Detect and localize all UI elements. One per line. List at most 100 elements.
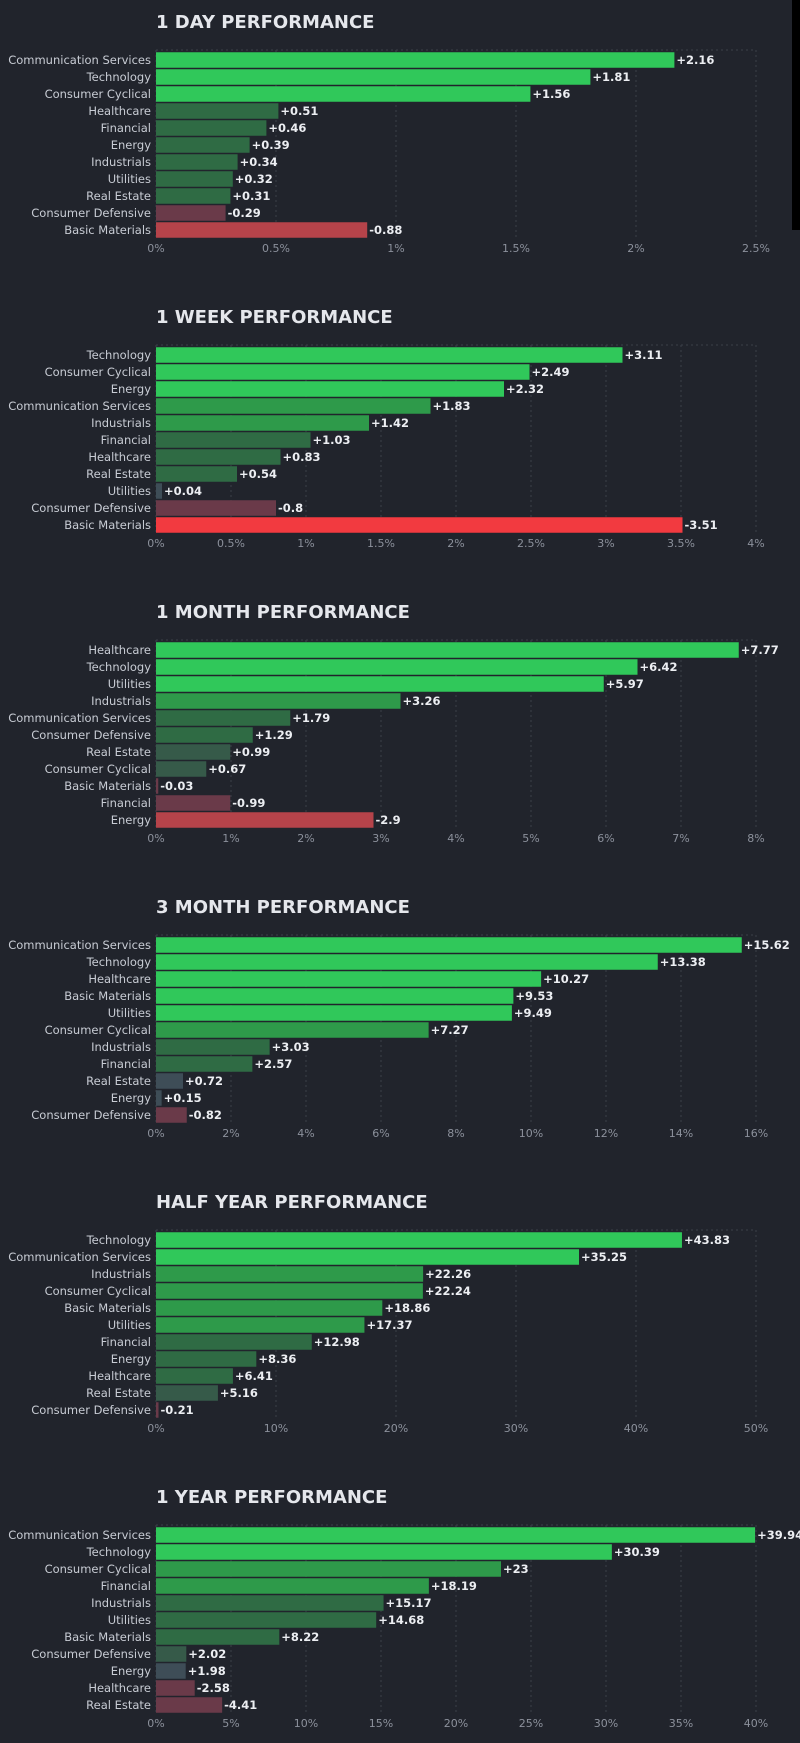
- 1-year-performance-value-technology: +30.39: [614, 1545, 660, 1559]
- 1-year-performance-bar-technology: [156, 1544, 612, 1560]
- 1-week-performance-value-utilities: +0.04: [164, 484, 202, 498]
- 1-year-performance-value-energy: +1.98: [188, 1664, 226, 1678]
- 3-month-performance-category-communication-services: Communication Services: [8, 938, 151, 952]
- 1-year-performance-bar-energy: [156, 1663, 186, 1679]
- 1-year-performance-tick-label-5: 25%: [519, 1717, 543, 1730]
- 3-month-performance-bar-industrials: [156, 1039, 270, 1055]
- 1-day-performance-bar-basic-materials: [156, 222, 368, 238]
- 1-week-performance-category-consumer-cyclical: Consumer Cyclical: [45, 365, 151, 379]
- 1-day-performance-category-consumer-cyclical: Consumer Cyclical: [45, 87, 151, 101]
- 1-day-performance-tick-label-0: 0%: [147, 242, 164, 255]
- 1-day-performance-value-consumer-cyclical: +1.56: [532, 87, 570, 101]
- 1-year-performance-bar-consumer-cyclical: [156, 1561, 501, 1577]
- 1-day-performance-tick-label-1: 0.5%: [262, 242, 290, 255]
- 1-day-performance-bar-technology: [156, 69, 591, 85]
- 1-day-performance-category-consumer-defensive: Consumer Defensive: [31, 206, 151, 220]
- 3-month-performance-value-financial: +2.57: [254, 1057, 292, 1071]
- 3-month-performance-tick-label-2: 4%: [297, 1127, 314, 1140]
- 1-year-performance-tick-label-0: 0%: [147, 1717, 164, 1730]
- 1-year-performance-tick-label-6: 30%: [594, 1717, 618, 1730]
- 1-month-performance-value-healthcare: +7.77: [741, 643, 779, 657]
- 3-month-performance-bar-utilities: [156, 1005, 512, 1021]
- 1-year-performance-tick-label-8: 40%: [744, 1717, 768, 1730]
- 1-month-performance-value-industrials: +3.26: [403, 694, 441, 708]
- 1-year-performance-tick-label-3: 15%: [369, 1717, 393, 1730]
- 1-week-performance-tick-label-6: 3%: [597, 537, 614, 550]
- half-year-performance-tick-label-2: 20%: [384, 1422, 408, 1435]
- 1-year-performance-value-industrials: +15.17: [386, 1596, 432, 1610]
- 1-month-performance-bar-utilities: [156, 676, 604, 692]
- 1-month-performance-bar-basic-materials: [156, 778, 159, 794]
- 1-week-performance-category-real-estate: Real Estate: [86, 467, 151, 481]
- 3-month-performance-tick-label-6: 12%: [594, 1127, 618, 1140]
- 3-month-performance-category-industrials: Industrials: [91, 1040, 151, 1054]
- half-year-performance-value-communication-services: +35.25: [581, 1250, 627, 1264]
- 3-month-performance-category-real-estate: Real Estate: [86, 1074, 151, 1088]
- 1-day-performance-value-real-estate: +0.31: [232, 189, 270, 203]
- 3-month-performance-bar-consumer-defensive: [156, 1107, 187, 1123]
- 3-month-performance-bar-real-estate: [156, 1073, 183, 1089]
- 1-month-performance-category-communication-services: Communication Services: [8, 711, 151, 725]
- 1-year-performance-value-consumer-cyclical: +23: [503, 1562, 529, 1576]
- 1-month-performance-tick-label-6: 6%: [597, 832, 614, 845]
- 1-year-performance-category-basic-materials: Basic Materials: [64, 1630, 151, 1644]
- 1-month-performance-tick-label-0: 0%: [147, 832, 164, 845]
- 3-month-performance-value-real-estate: +0.72: [185, 1074, 223, 1088]
- 1-week-performance-bar-industrials: [156, 415, 369, 431]
- 1-week-performance-bar-real-estate: [156, 466, 237, 482]
- 1-week-performance-value-basic-materials: -3.51: [685, 518, 718, 532]
- 1-day-performance-value-financial: +0.46: [268, 121, 306, 135]
- 3-month-performance-tick-label-0: 0%: [147, 1127, 164, 1140]
- 3-month-performance-value-utilities: +9.49: [514, 1006, 552, 1020]
- 1-year-performance-tick-label-4: 20%: [444, 1717, 468, 1730]
- 1-year-performance-value-utilities: +14.68: [378, 1613, 424, 1627]
- 1-month-performance-tick-label-8: 8%: [747, 832, 764, 845]
- 1-week-performance-tick-label-7: 3.5%: [667, 537, 695, 550]
- 3-month-performance-category-utilities: Utilities: [108, 1006, 151, 1020]
- 1-year-performance-bar-basic-materials: [156, 1629, 280, 1645]
- half-year-performance-title: HALF YEAR PERFORMANCE: [156, 1192, 428, 1213]
- half-year-performance-category-consumer-cyclical: Consumer Cyclical: [45, 1284, 151, 1298]
- 1-day-performance-bar-real-estate: [156, 188, 231, 204]
- 1-day-performance-value-communication-services: +2.16: [676, 53, 714, 67]
- half-year-performance-bar-consumer-defensive: [156, 1402, 159, 1418]
- 1-month-performance-value-consumer-defensive: +1.29: [255, 728, 293, 742]
- half-year-performance-value-basic-materials: +18.86: [384, 1301, 430, 1315]
- 1-day-performance-bar-energy: [156, 137, 250, 153]
- 1-month-performance-category-consumer-cyclical: Consumer Cyclical: [45, 762, 151, 776]
- 1-week-performance-value-communication-services: +1.83: [433, 399, 471, 413]
- half-year-performance-value-technology: +43.83: [684, 1233, 730, 1247]
- half-year-performance-value-consumer-defensive: -0.21: [161, 1403, 194, 1417]
- 1-week-performance-value-consumer-cyclical: +2.49: [532, 365, 570, 379]
- 1-month-performance-value-communication-services: +1.79: [292, 711, 330, 725]
- 3-month-performance-bar-consumer-cyclical: [156, 1022, 429, 1038]
- 3-month-performance-bar-energy: [156, 1090, 162, 1106]
- 1-month-performance-value-technology: +6.42: [640, 660, 678, 674]
- half-year-performance-category-industrials: Industrials: [91, 1267, 151, 1281]
- 1-year-performance-bar-healthcare: [156, 1680, 195, 1696]
- 1-day-performance-category-utilities: Utilities: [108, 172, 151, 186]
- 1-year-performance-bar-real-estate: [156, 1697, 223, 1713]
- 1-week-performance-bar-utilities: [156, 483, 162, 499]
- 3-month-performance-value-consumer-cyclical: +7.27: [431, 1023, 469, 1037]
- 1-week-performance-category-communication-services: Communication Services: [8, 399, 151, 413]
- 3-month-performance-value-energy: +0.15: [164, 1091, 202, 1105]
- 1-week-performance-bar-financial: [156, 432, 311, 448]
- half-year-performance-bar-industrials: [156, 1266, 424, 1282]
- 1-year-performance-tick-label-2: 10%: [294, 1717, 318, 1730]
- 1-week-performance-value-real-estate: +0.54: [239, 467, 277, 481]
- 1-month-performance-tick-label-2: 2%: [297, 832, 314, 845]
- 1-month-performance-value-basic-materials: -0.03: [160, 779, 193, 793]
- 1-day-performance-value-basic-materials: -0.88: [369, 223, 402, 237]
- 1-day-performance-tick-label-5: 2.5%: [742, 242, 770, 255]
- 1-month-performance-bar-healthcare: [156, 642, 739, 658]
- half-year-performance-tick-label-3: 30%: [504, 1422, 528, 1435]
- 1-year-performance-category-communication-services: Communication Services: [8, 1528, 151, 1542]
- 1-year-performance-value-financial: +18.19: [431, 1579, 477, 1593]
- 1-month-performance-tick-label-3: 3%: [372, 832, 389, 845]
- 1-week-performance-category-industrials: Industrials: [91, 416, 151, 430]
- 1-month-performance-bar-energy: [156, 812, 374, 828]
- half-year-performance-category-consumer-defensive: Consumer Defensive: [31, 1403, 151, 1417]
- 1-year-performance-category-utilities: Utilities: [108, 1613, 151, 1627]
- 1-day-performance-bar-communication-services: [156, 52, 675, 68]
